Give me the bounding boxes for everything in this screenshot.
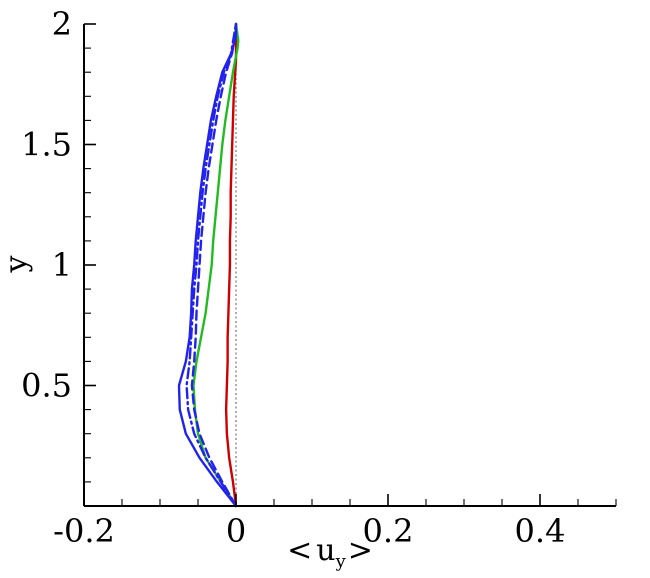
y-tick-label: 1.5 — [21, 126, 72, 164]
y-tick-label: 2 — [52, 5, 72, 43]
tick-labels: -0.2 0 0.2 0.4 0.5 1 1.5 2 — [21, 5, 565, 550]
x-axis-title-open: < — [287, 533, 312, 568]
y-tick-label: 0.5 — [21, 367, 72, 405]
x-tick-label: 0 — [226, 512, 246, 550]
x-axis-title: < uy> — [287, 533, 373, 572]
series-line-5 — [185, 22, 238, 508]
series-line-4 — [190, 22, 238, 508]
series-layer — [177, 22, 240, 508]
y-axis-title: y — [0, 255, 34, 273]
axes — [83, 24, 616, 507]
x-axis-title-close: > — [348, 533, 373, 568]
series-line-3 — [177, 22, 238, 508]
x-tick-label: -0.2 — [53, 512, 115, 550]
x-tick-label: 0.4 — [515, 512, 566, 550]
ticks — [84, 23, 617, 506]
y-tick-label: 1 — [52, 246, 72, 284]
x-axis-title-sub: y — [335, 551, 347, 572]
x-tick-label: 0.2 — [363, 512, 414, 550]
x-axis-title-main: u — [316, 533, 335, 568]
series-line-1 — [224, 22, 238, 508]
